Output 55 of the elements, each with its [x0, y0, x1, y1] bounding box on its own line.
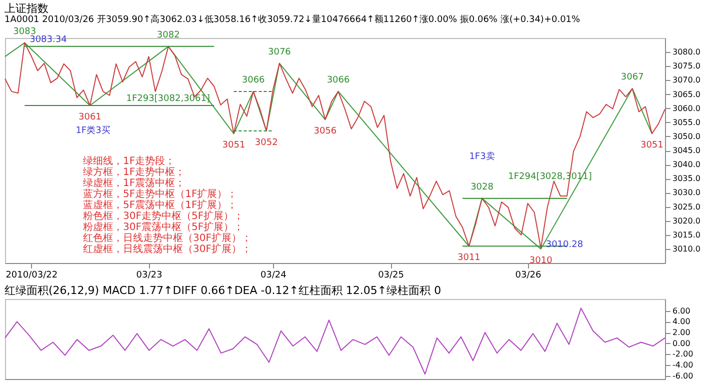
y-tick-label: 3075.0 [672, 62, 700, 71]
annotation: 蓝方框，5F走势中枢（1F扩展）； [83, 188, 238, 200]
annotation: 3056 [314, 126, 337, 137]
y-tick-label: 3070.0 [672, 76, 700, 85]
chart-title: 上证指数 [4, 2, 48, 15]
y-tick-label: 3030.0 [672, 188, 700, 198]
y-tick-label: 3055.0 [672, 118, 700, 127]
y-tick-label: 4.00 [672, 317, 690, 326]
annotation: 3051 [640, 140, 664, 151]
chart-subtitle: 1A0001 2010/03/26 开3059.90↑高3062.03↓低3058.16↑收3059.72↓量10476664↑额11260↑涨0.00% 振0.06% 涨(+0.34)+0.01% [4, 14, 581, 25]
annotation: 3082 [156, 30, 180, 40]
annotation: 粉色框，30F走势中枢（5F扩展）； [83, 210, 244, 222]
annotation: 3028 [470, 182, 494, 192]
y-tick-label: 3060.0 [672, 104, 700, 113]
annotation: 绿细线，1F走势段； [83, 155, 176, 167]
x-tick-label: 2010/03/22 [6, 270, 58, 280]
y-tick-label: 3035.0 [672, 174, 700, 184]
chart-title: 红绿面积(26,12,9) MACD 1.77↑DIFF 0.66↑DEA -0.12↑红柱面积 12.05↑绿柱面积 0 [4, 284, 442, 297]
y-tick-label: 2.00 [672, 328, 690, 338]
y-tick-label: 3010.0 [672, 244, 700, 254]
y-tick-label: 0.00 [672, 338, 690, 348]
annotation: 3010.28 [546, 240, 584, 250]
annotation: 3083.34 [30, 34, 68, 45]
annotation: 红虚框，日线震荡中枢（30F扩展）； [83, 243, 252, 255]
annotation: 3067 [620, 72, 644, 83]
y-tick-label: 3045.0 [672, 146, 700, 155]
annotation: 蓝虚框，5F震荡中枢（1F扩展）； [83, 199, 238, 211]
annotation: 绿虚框，1F震荡中枢； [83, 177, 186, 189]
annotation: 红色框，日线走势中枢（30F扩展）； [83, 232, 252, 244]
y-tick-label: 3040.0 [672, 160, 700, 170]
y-tick-label: 3080.0 [672, 48, 700, 57]
annotation: 3051 [222, 140, 246, 151]
annotation: 粉虚框，30F震荡中枢（5F扩展）； [83, 221, 244, 233]
y-tick-label: 6.00 [672, 306, 690, 316]
y-tick-label: -4.00 [672, 360, 694, 370]
x-tick-label: 03/26 [515, 270, 542, 280]
x-tick-label: 03/23 [136, 270, 162, 280]
y-tick-label: 3065.0 [672, 90, 700, 99]
annotation: 3061 [78, 112, 102, 122]
y-tick-label: 3015.0 [672, 230, 700, 240]
annotation: 3066 [326, 75, 350, 86]
y-tick-label: -6.00 [672, 371, 694, 380]
annotation: 绿方框，1F走势中枢； [83, 166, 186, 178]
annotation: 1F类3买 [76, 125, 110, 136]
y-tick-label: 3025.0 [672, 202, 700, 212]
annotation: 3011 [458, 253, 480, 264]
y-tick-label: -2.00 [672, 350, 694, 359]
y-tick-label: 3050.0 [672, 132, 700, 141]
y-tick-label: 3020.0 [672, 216, 700, 226]
annotation: 3052 [254, 138, 278, 148]
annotation: 3076 [268, 47, 292, 58]
x-tick-label: 03/24 [260, 270, 287, 280]
x-tick-label: 03/25 [378, 270, 404, 280]
annotation: 1F3卖 [469, 151, 495, 162]
annotation: 3066 [242, 75, 266, 86]
